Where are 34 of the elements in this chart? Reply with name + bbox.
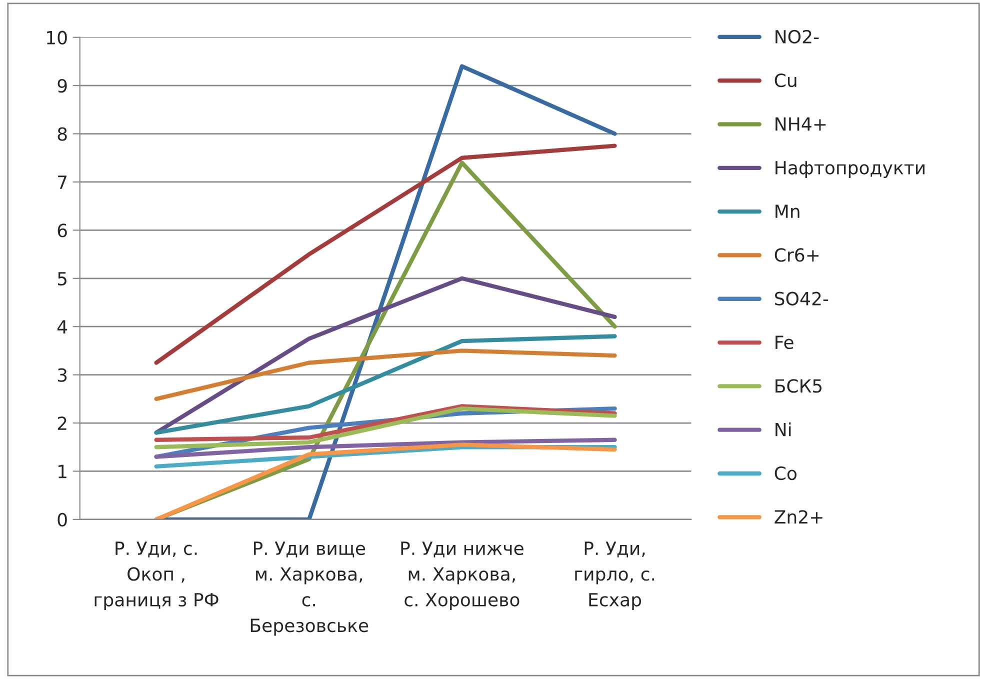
legend-label: Нафтопродукти [776,161,924,178]
legend-label: Zn2+ [774,510,822,524]
y-tick-label: 3 [58,368,67,382]
y-tick-label: 8 [58,127,67,141]
legend-label: Mn [776,204,800,218]
x-tick-label: Р. Уди, гирло, с. Есхар [575,542,654,610]
y-tick-label: 2 [58,416,66,430]
legend-label: Fe [776,336,794,350]
line-series [154,406,617,450]
x-tick-label: Р. Уди, с. Окоп , границя з РФ [94,542,218,610]
line-series [154,442,617,520]
legend-label: БСК5 [776,379,822,393]
y-tick-label: 9 [58,79,67,93]
legend-label: NO2- [776,30,819,44]
y-tick-label: 6 [58,224,67,238]
y-tick-label: 0 [58,512,67,527]
line-series [154,144,617,365]
legend-label: Cu [774,74,796,88]
y-tick-label: 10 [47,30,67,44]
line-series [154,438,617,459]
legend-label: Cr6+ [774,248,819,262]
legend-label: NH4+ [776,117,826,131]
line-series [154,404,617,442]
y-tick-label: 5 [58,272,66,286]
line-series [154,334,617,435]
legend-label: Ni [776,422,791,436]
legend-label: SO42- [775,292,828,306]
line-series [154,348,617,401]
x-tick-label: Р. Уди вище м. Харкова, с. Березовське [250,542,368,636]
y-tick-label: 1 [58,464,66,478]
y-tick-label: 4 [57,320,68,334]
x-tick-label: Р. Уди нижче м. Харкова, с. Хорошево [401,542,524,610]
legend-label: Co [774,466,796,480]
y-tick-label: 7 [58,176,67,189]
